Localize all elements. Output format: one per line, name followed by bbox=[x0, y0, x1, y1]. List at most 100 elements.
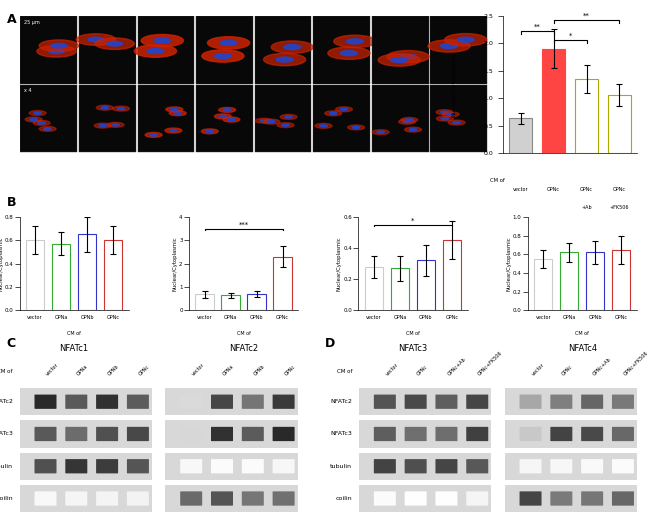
Circle shape bbox=[223, 117, 240, 122]
FancyBboxPatch shape bbox=[34, 395, 57, 409]
Circle shape bbox=[147, 49, 164, 54]
Circle shape bbox=[372, 129, 389, 135]
FancyBboxPatch shape bbox=[551, 427, 573, 441]
Text: OPNc: OPNc bbox=[613, 187, 626, 192]
Circle shape bbox=[410, 128, 417, 130]
Text: OPNc: OPNc bbox=[283, 364, 296, 377]
Text: coilin: coilin bbox=[335, 496, 352, 501]
Circle shape bbox=[328, 47, 370, 60]
Circle shape bbox=[141, 34, 183, 47]
Circle shape bbox=[436, 110, 453, 115]
Bar bbox=[20, 388, 152, 416]
Bar bbox=[504, 388, 637, 416]
Bar bbox=[20, 420, 152, 448]
Circle shape bbox=[403, 121, 411, 123]
FancyBboxPatch shape bbox=[612, 459, 634, 473]
Circle shape bbox=[219, 115, 227, 117]
Circle shape bbox=[99, 125, 107, 127]
Circle shape bbox=[441, 117, 448, 120]
Bar bbox=[138, 85, 194, 152]
Y-axis label: Nuclear/Cytoplasmic: Nuclear/Cytoplasmic bbox=[0, 236, 3, 291]
Text: A: A bbox=[6, 13, 16, 26]
Text: ***: *** bbox=[239, 221, 248, 228]
FancyBboxPatch shape bbox=[34, 427, 57, 441]
FancyBboxPatch shape bbox=[272, 427, 294, 441]
Bar bbox=[196, 16, 253, 84]
FancyBboxPatch shape bbox=[466, 491, 488, 506]
FancyBboxPatch shape bbox=[65, 491, 87, 506]
Circle shape bbox=[170, 129, 177, 132]
Bar bbox=[79, 85, 136, 152]
Text: vector: vector bbox=[530, 362, 545, 377]
Circle shape bbox=[457, 37, 474, 42]
Bar bbox=[138, 16, 194, 84]
Text: OPNa: OPNa bbox=[76, 364, 89, 377]
FancyBboxPatch shape bbox=[519, 427, 541, 441]
FancyBboxPatch shape bbox=[180, 459, 202, 473]
Bar bbox=[79, 16, 136, 84]
Text: CM of: CM of bbox=[237, 331, 250, 336]
Circle shape bbox=[165, 128, 182, 133]
Circle shape bbox=[214, 54, 231, 58]
Bar bbox=[359, 388, 491, 416]
Bar bbox=[359, 420, 491, 448]
Bar bbox=[20, 85, 77, 152]
Text: vector: vector bbox=[513, 187, 528, 192]
Text: OPNa: OPNa bbox=[222, 364, 235, 377]
Text: 25 μm: 25 μm bbox=[24, 20, 40, 25]
Circle shape bbox=[33, 121, 50, 125]
FancyBboxPatch shape bbox=[551, 395, 573, 409]
FancyBboxPatch shape bbox=[436, 459, 458, 473]
Circle shape bbox=[101, 106, 109, 109]
FancyBboxPatch shape bbox=[466, 459, 488, 473]
Circle shape bbox=[174, 112, 181, 114]
FancyBboxPatch shape bbox=[272, 491, 294, 506]
Circle shape bbox=[445, 33, 487, 46]
Circle shape bbox=[107, 41, 123, 46]
Circle shape bbox=[391, 57, 408, 63]
Circle shape bbox=[51, 43, 67, 48]
FancyBboxPatch shape bbox=[242, 491, 264, 506]
Circle shape bbox=[285, 116, 292, 118]
Circle shape bbox=[330, 112, 337, 114]
Circle shape bbox=[117, 108, 125, 110]
FancyBboxPatch shape bbox=[242, 427, 264, 441]
Text: OPNc+FK506: OPNc+FK506 bbox=[623, 350, 649, 377]
Bar bbox=[365, 267, 383, 311]
Circle shape bbox=[107, 122, 124, 127]
Circle shape bbox=[37, 45, 76, 57]
Circle shape bbox=[284, 44, 301, 50]
Circle shape bbox=[340, 108, 348, 110]
Bar bbox=[542, 49, 565, 153]
Bar bbox=[430, 85, 487, 152]
FancyBboxPatch shape bbox=[436, 395, 458, 409]
Bar bbox=[20, 485, 152, 512]
Bar bbox=[504, 420, 637, 448]
Circle shape bbox=[428, 40, 470, 52]
Circle shape bbox=[263, 53, 305, 66]
Text: tubulin: tubulin bbox=[0, 464, 13, 469]
Circle shape bbox=[219, 108, 235, 112]
Circle shape bbox=[255, 118, 272, 123]
Bar bbox=[313, 85, 370, 152]
Bar bbox=[165, 453, 298, 480]
Bar bbox=[52, 244, 70, 311]
Circle shape bbox=[112, 124, 120, 126]
Bar bbox=[612, 250, 630, 311]
FancyBboxPatch shape bbox=[581, 395, 603, 409]
FancyBboxPatch shape bbox=[436, 427, 458, 441]
Text: OPNc: OPNc bbox=[138, 364, 151, 377]
FancyBboxPatch shape bbox=[405, 459, 426, 473]
FancyBboxPatch shape bbox=[211, 427, 233, 441]
Circle shape bbox=[387, 51, 429, 63]
Circle shape bbox=[202, 50, 244, 62]
Circle shape bbox=[25, 117, 42, 122]
Text: NFATc4: NFATc4 bbox=[568, 344, 597, 353]
Circle shape bbox=[378, 54, 421, 66]
Text: *: * bbox=[411, 218, 415, 223]
Circle shape bbox=[206, 130, 213, 133]
Text: OPNb: OPNb bbox=[107, 364, 120, 377]
Bar bbox=[248, 294, 266, 311]
FancyBboxPatch shape bbox=[65, 395, 87, 409]
FancyBboxPatch shape bbox=[436, 491, 458, 506]
